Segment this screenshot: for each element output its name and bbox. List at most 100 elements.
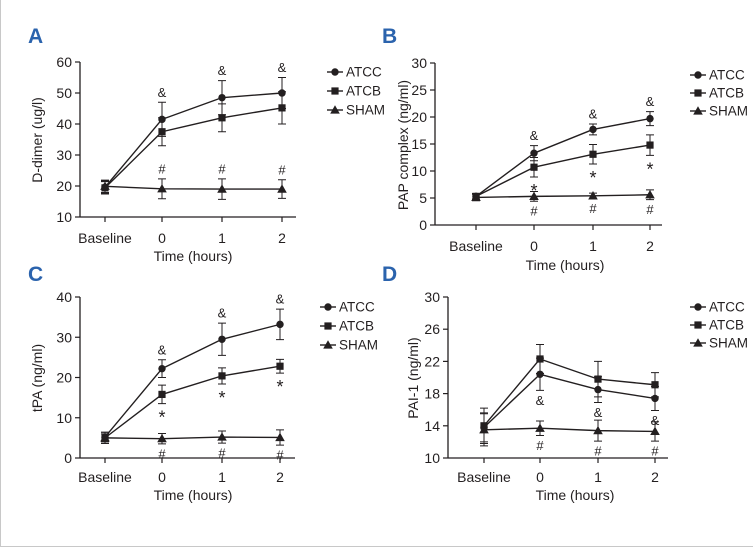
point-a-atcc-2: [278, 89, 286, 97]
annotation-c-sham-0: #: [158, 446, 166, 461]
point-a-sham-0: [157, 183, 167, 193]
legend-circle-icon: [694, 71, 702, 79]
legend-b: ATCC ATCB SHAM: [690, 68, 748, 119]
legend-c: ATCC ATCB SHAM: [320, 300, 378, 353]
panel-b: B 0 5 10 15 20 25 30 Baseline 0 1 2 Time (hours) PAP …: [382, 25, 748, 273]
y-tick-label-c-20: 20: [56, 370, 72, 386]
x-axis-title-d: Time (hours): [536, 487, 615, 503]
point-b-atcc-2: [646, 114, 654, 123]
panel-c: C 0 10 20 30 40 Baseline 0 1 2 Time (hours) tPA (ng…: [28, 263, 378, 503]
series-line-d-atcc: [483, 373, 656, 428]
legend-label-c-sham: SHAM: [339, 338, 378, 353]
annotation-a-atcc-1: &: [218, 63, 227, 78]
legend-triangle-icon: [693, 106, 703, 115]
point-d-sham-0: [535, 423, 545, 432]
legend-label-d-atcc: ATCC: [709, 300, 745, 315]
x-tick-label-c-2: 2: [276, 469, 284, 485]
panel-d: D 10 14 18 22 26 30 Baseline 0 1 2 Time (hours) PAI-…: [382, 263, 748, 503]
y-tick-label-b-15: 15: [411, 136, 427, 152]
annotation-c-atcc-1: &: [218, 306, 227, 321]
y-tick-label-d-14: 14: [424, 418, 440, 434]
legend-d: ATCC ATCB SHAM: [690, 300, 748, 351]
legend-label-a-atcc: ATCC: [346, 65, 382, 80]
annotation-a-sham-2: #: [278, 162, 286, 177]
y-tick-label-d-30: 30: [424, 289, 440, 305]
legend-label-a-sham: SHAM: [346, 103, 385, 118]
x-tick-label-b-2: 2: [646, 238, 654, 254]
x-axis-title-b: Time (hours): [526, 257, 605, 273]
legend-square-icon: [331, 87, 339, 95]
legend-square-icon: [324, 322, 332, 330]
legend-item-a-atcb: ATCB: [327, 84, 381, 99]
y-tick-label-d-22: 22: [424, 353, 440, 369]
point-c-atcb-2: [276, 362, 284, 370]
annotation-a-sham-0: #: [158, 161, 166, 176]
x-tick-label-d-1: 1: [594, 469, 602, 485]
legend-item-d-atcc: ATCC: [690, 300, 745, 315]
legend-item-c-atcb: ATCB: [320, 319, 374, 334]
legend-label-b-sham: SHAM: [709, 104, 748, 119]
point-c-sham-2: [275, 432, 285, 442]
x-tick-label-a-0: 0: [158, 230, 166, 246]
annotation-c-atcb-1: *: [218, 388, 225, 408]
annotation-d-atcc-2: &: [651, 413, 660, 428]
point-c-atcc-1: [218, 335, 226, 343]
y-tick-label-c-0: 0: [64, 450, 72, 466]
y-tick-label-c-30: 30: [56, 329, 72, 345]
y-axis-title-a: D-dimer (ug/l): [29, 97, 45, 183]
y-axis-title-d: PAI-1 (ng/ml): [405, 337, 421, 418]
annotation-d-sham-2: #: [651, 444, 659, 459]
annotation-c-sham-2: #: [276, 448, 284, 463]
annotation-b-atcb-2: *: [646, 159, 653, 179]
point-a-atcb-0: [158, 128, 166, 136]
x-axis-title-c: Time (hours): [154, 487, 233, 503]
annotation-b-atcc-2: &: [646, 94, 655, 109]
point-d-atcc-0: [536, 370, 544, 378]
legend-triangle-icon: [693, 338, 703, 347]
legend-item-b-sham: SHAM: [690, 104, 748, 119]
point-a-sham-1: [217, 184, 227, 193]
annotation-b-atcc-0: &: [530, 128, 539, 143]
y-tick-label-d-10: 10: [424, 450, 440, 466]
annotation-c-sham-1: #: [218, 446, 226, 461]
y-axis-title-b: PAP complex (ng/ml): [395, 80, 411, 210]
point-c-atcb-0: [158, 390, 166, 399]
x-tick-label-b-baseline: Baseline: [449, 238, 503, 254]
point-d-atcb-1: [594, 375, 602, 383]
legend-label-c-atcc: ATCC: [339, 300, 375, 315]
panel-label-a: A: [28, 25, 43, 48]
series-line-a-sham: [104, 185, 282, 190]
legend-label-a-atcb: ATCB: [346, 84, 381, 99]
y-tick-label-c-40: 40: [56, 289, 72, 305]
legend-circle-icon: [324, 303, 332, 311]
y-axis-title-c: tPA (ng/ml): [29, 344, 45, 412]
annotation-d-atcc-1: &: [594, 405, 603, 420]
y-tick-label-a-60: 60: [56, 54, 72, 70]
annotation-c-atcb-0: *: [158, 408, 165, 428]
annotation-d-sham-0: #: [536, 438, 544, 453]
series-line-d-atcb: [483, 358, 656, 427]
y-tick-label-a-10: 10: [56, 209, 72, 225]
legend-label-c-atcb: ATCB: [339, 319, 374, 334]
annotation-a-atcc-2: &: [278, 60, 287, 75]
x-tick-label-c-0: 0: [158, 469, 166, 485]
point-c-atcc-2: [276, 320, 284, 329]
series-line-c-atcc: [104, 323, 281, 438]
x-tick-label-d-2: 2: [651, 469, 659, 485]
legend-item-a-atcc: ATCC: [327, 65, 382, 80]
annotation-d-atcc-0: &: [536, 393, 545, 408]
point-d-sham-2: [650, 426, 660, 436]
point-a-atcb-1: [218, 114, 226, 122]
x-tick-label-d-0: 0: [536, 469, 544, 485]
legend-circle-icon: [694, 303, 702, 311]
legend-item-d-sham: SHAM: [690, 336, 748, 351]
x-tick-label-b-0: 0: [530, 238, 538, 254]
y-tick-label-d-18: 18: [424, 386, 440, 402]
series-line-a-atcb: [104, 107, 283, 189]
point-a-atcb-2: [278, 104, 286, 112]
x-tick-label-a-baseline: Baseline: [78, 230, 132, 246]
legend-square-icon: [694, 321, 702, 329]
annotation-c-atcb-2: *: [276, 377, 283, 397]
legend-item-c-atcc: ATCC: [320, 300, 375, 315]
